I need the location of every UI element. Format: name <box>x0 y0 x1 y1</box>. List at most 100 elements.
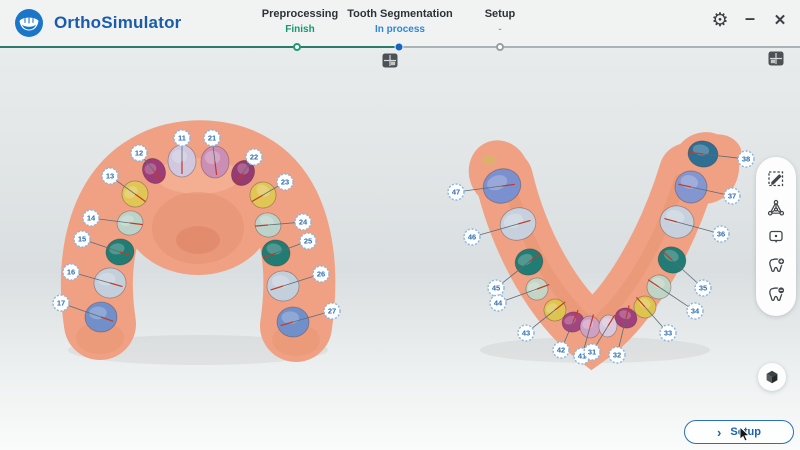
step-dot-setup <box>496 43 504 51</box>
tooth-label-35[interactable]: 35 <box>694 279 712 297</box>
add-tooth-icon[interactable] <box>760 251 792 280</box>
tooth-axis-tick <box>501 183 515 187</box>
tooth-axis-tick <box>153 170 163 182</box>
tooth-label-36[interactable]: 36 <box>712 225 730 243</box>
svg-text:45: 45 <box>492 284 500 293</box>
tooth-label-21[interactable]: 21 <box>203 129 221 147</box>
svg-text:17: 17 <box>57 299 65 308</box>
label-leader-line <box>212 145 216 163</box>
palate-shade <box>152 192 244 264</box>
tooth-label-34[interactable]: 34 <box>686 302 704 320</box>
svg-text:37: 37 <box>728 192 736 201</box>
svg-text:26: 26 <box>317 270 325 279</box>
tooth-label-17[interactable]: 17 <box>52 294 70 312</box>
tooth-axis-tick <box>280 321 294 327</box>
tooth-label-24[interactable]: 24 <box>294 213 312 231</box>
tooth-label-43[interactable]: 43 <box>517 324 535 342</box>
tooth-label-37[interactable]: 37 <box>723 187 741 205</box>
tooth-highlight <box>266 243 282 255</box>
tooth-label-46[interactable]: 46 <box>463 228 481 246</box>
upper-arch: 11 21 12 22 13 23 14 24 15 25 16 26 17 27 <box>52 129 341 338</box>
label-leader-line <box>68 305 102 318</box>
app-title: OrthoSimulator <box>54 13 182 32</box>
tooth-label-13[interactable]: 13 <box>101 167 119 185</box>
edit-area-icon[interactable] <box>760 164 792 193</box>
label-leader-line <box>702 153 739 159</box>
minimize-icon[interactable]: – <box>740 8 760 32</box>
tab-status: In process <box>374 24 426 35</box>
window-controls: ⚙ – ✕ <box>710 8 790 32</box>
tooth-label-25[interactable]: 25 <box>299 232 317 250</box>
mesh-edit-icon[interactable] <box>760 193 792 222</box>
upper-arch-shadow <box>68 335 328 365</box>
layout-grid-icon[interactable] <box>381 53 398 69</box>
tooth-label-26[interactable]: 26 <box>312 265 330 283</box>
segmentation-toolbar <box>756 157 796 316</box>
step-dot-tooth-segmentation <box>394 42 404 52</box>
label-leader-line <box>676 221 714 233</box>
chevron-right-icon: › <box>717 424 722 440</box>
tooth-label-42[interactable]: 42 <box>552 341 570 359</box>
svg-text:16: 16 <box>67 268 75 277</box>
tooth-axis-tick <box>536 284 550 290</box>
tooth-label-12[interactable]: 12 <box>130 144 148 162</box>
tooth-highlight <box>97 272 116 286</box>
tooth-label-38[interactable]: 38 <box>737 150 755 168</box>
tab-tooth-segmentation[interactable]: Tooth Segmentation In process <box>347 8 453 35</box>
label-leader-line <box>242 163 250 174</box>
label-leader-line <box>78 273 111 284</box>
tooth-axis-tick <box>263 252 277 259</box>
tooth-label-22[interactable]: 22 <box>245 148 263 166</box>
svg-text:24: 24 <box>299 218 308 227</box>
tooth-axis-tick <box>635 296 646 308</box>
tab-preprocessing[interactable]: Preprocessing Finish <box>262 8 338 35</box>
tooth-label-47[interactable]: 47 <box>447 183 465 201</box>
setup-button[interactable]: › Setup <box>684 420 794 444</box>
tooth-label-32[interactable]: 32 <box>608 346 626 364</box>
orientation-cube-button[interactable] <box>758 363 786 391</box>
label-leader-line <box>690 186 725 195</box>
tooth-label-23[interactable]: 23 <box>276 173 294 191</box>
tooth-label-16[interactable]: 16 <box>62 263 80 281</box>
tooth-label-15[interactable]: 15 <box>73 230 91 248</box>
tooth-highlight <box>89 306 107 320</box>
tooth-label-31[interactable]: 31 <box>583 343 601 361</box>
setup-button-label: Setup <box>730 426 761 438</box>
tooth-axis-tick <box>554 301 566 311</box>
settings-gear-icon[interactable]: ⚙ <box>711 9 729 31</box>
svg-text:15: 15 <box>78 235 86 244</box>
svg-text:14: 14 <box>87 214 96 223</box>
tooth-highlight <box>546 303 558 314</box>
label-bubble-icon[interactable] <box>760 222 792 251</box>
label-leader-line <box>89 241 121 253</box>
tooth-label-33[interactable]: 33 <box>659 324 677 342</box>
palate-shade-deep <box>176 226 220 254</box>
tooth-highlight <box>663 249 679 262</box>
tooth-axis-tick <box>251 194 264 203</box>
tooth-label-11[interactable]: 11 <box>173 129 191 147</box>
layout-grid-icon-right[interactable] <box>767 51 784 67</box>
label-leader-line <box>143 158 155 172</box>
tooth-label-27[interactable]: 27 <box>323 302 341 320</box>
scan-artifact <box>482 155 496 165</box>
label-leader-line <box>502 261 530 284</box>
label-leader-line <box>262 185 279 196</box>
svg-text:12: 12 <box>135 149 143 158</box>
label-leader-line <box>275 243 301 254</box>
tooth-axis-tick <box>134 193 146 203</box>
remove-tooth-icon[interactable] <box>760 280 792 309</box>
tab-setup[interactable]: Setup - <box>485 8 516 35</box>
tooth-label-14[interactable]: 14 <box>82 209 100 227</box>
label-leader-line <box>618 317 627 348</box>
close-icon[interactable]: ✕ <box>770 8 790 32</box>
svg-text:25: 25 <box>304 237 312 246</box>
svg-text:42: 42 <box>557 346 565 355</box>
tooth-highlight <box>124 186 138 199</box>
tooth-label-44[interactable]: 44 <box>489 294 507 312</box>
tooth-highlight <box>528 282 540 292</box>
tooth-label-45[interactable]: 45 <box>487 279 505 297</box>
svg-text:22: 22 <box>250 153 258 162</box>
tooth-axis-tick <box>572 309 579 323</box>
label-leader-line <box>267 222 296 226</box>
